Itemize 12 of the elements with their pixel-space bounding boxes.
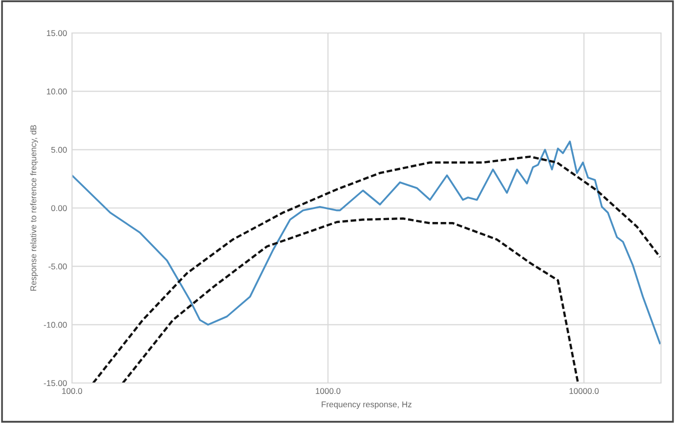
y-tick-label: 0.00 (51, 205, 67, 212)
x-tick-label: 1000.0 (316, 388, 340, 394)
y-tick-label: -5.00 (48, 264, 67, 270)
y-tick-label: 15.00 (46, 30, 67, 36)
y-tick-label: -15.00 (44, 380, 67, 386)
x-tick-label: 100.0 (62, 388, 82, 394)
x-axis-title: Frequency response, Hz (322, 401, 412, 409)
y-tick-label: -10.00 (44, 322, 67, 328)
y-tick-label: 10.00 (46, 88, 67, 94)
y-axis-title: Response relative to reference frequency, dB (30, 125, 38, 291)
x-tick-label: 10000.0 (570, 388, 599, 394)
y-tick-label: 5.00 (51, 146, 67, 153)
